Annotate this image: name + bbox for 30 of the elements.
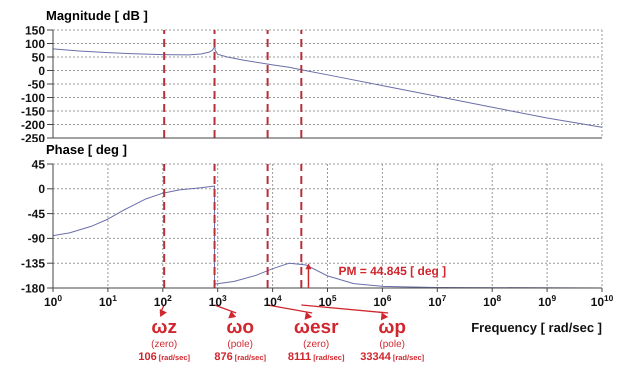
y-tick-label: -90 (28, 232, 46, 246)
y-tick-label: 0 (38, 182, 46, 196)
y-tick-label: -250 (20, 131, 46, 146)
y-tick-label: 0 (38, 64, 46, 78)
x-tick-label: 10$^{9}$ (538, 293, 556, 309)
x-tick-label: 10$^{2}$ (154, 293, 172, 309)
x-tick-label: 10$^{6}$ (373, 293, 392, 309)
x-tick-label: 10$^{7}$ (428, 293, 447, 309)
x-axis-title: Frequency [ rad/sec ] (471, 320, 602, 335)
y-tick-label: -50 (28, 77, 46, 92)
y-tick-label: -135 (20, 256, 46, 270)
x-tick-label: 10$^{1}$ (98, 293, 118, 309)
y-tick-label: 100 (24, 36, 46, 51)
chart-title: Magnitude [ dB ] (46, 8, 149, 24)
x-tick-label: 10$^{10}$ (590, 293, 614, 309)
y-tick-label: -180 (20, 281, 46, 296)
y-tick-label: 150 (24, 23, 46, 38)
x-tick-label: 10$^{8}$ (483, 293, 502, 309)
x-tick-label: 10$^{0}$ (44, 293, 62, 309)
y-tick-label: -100 (20, 90, 46, 105)
x-tick-label: 10$^{5}$ (318, 293, 337, 309)
y-tick-label: -200 (20, 118, 46, 132)
y-tick-label: -45 (28, 206, 46, 221)
annotation: PM = 44.845 [ deg ] (338, 264, 446, 278)
y-tick-label: 45 (32, 157, 46, 172)
chart-title: Phase [ deg ] (46, 142, 128, 158)
y-tick-label: -150 (20, 104, 46, 118)
x-tick-label: 10$^{3}$ (208, 293, 228, 309)
x-tick-label: 10$^{4}$ (264, 293, 282, 309)
y-tick-label: 50 (32, 50, 46, 64)
